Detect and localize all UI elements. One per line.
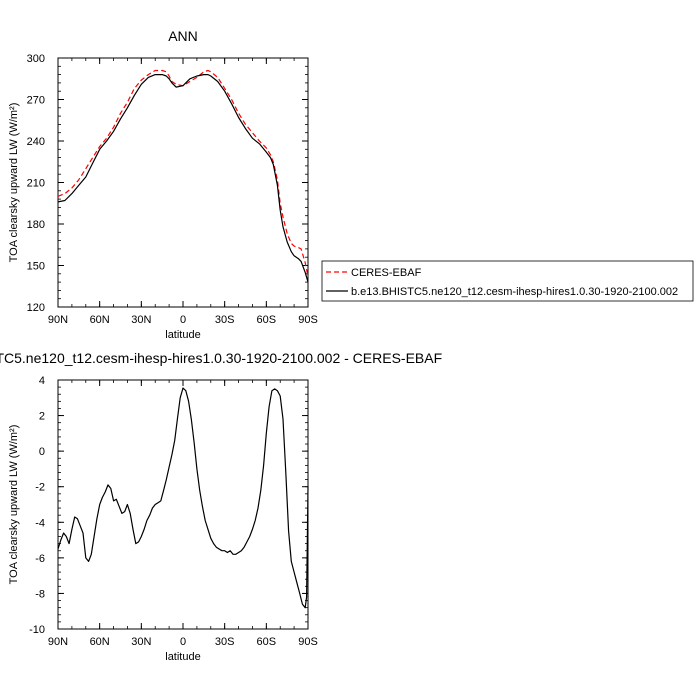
- y-tick-label: 180: [27, 219, 45, 231]
- y-tick-label: 240: [27, 136, 45, 148]
- legend-entry: b.e13.BHISTC5.ne120_t12.cesm-ihesp-hires…: [351, 286, 678, 298]
- x-tick-label: 60N: [90, 636, 110, 648]
- x-axis-title: latitude: [165, 651, 200, 663]
- x-tick-label: 60S: [257, 314, 277, 326]
- y-tick-label: 270: [27, 95, 45, 107]
- series-line-1: [57, 387, 309, 609]
- x-tick-label: 90N: [48, 636, 68, 648]
- y-axis-title: TOA clearsky upward LW (W/m²): [8, 103, 20, 263]
- plot-frame: [57, 379, 309, 630]
- chart-panel-1: 90N 60N 30N 0 30S 60S 90S 120 150 180 210 240 270 300…: [8, 28, 694, 341]
- legend-box: [321, 260, 694, 302]
- legend: CERES-EBAF b.e13.BHISTC5.ne120_t12.cesm-i…: [321, 260, 694, 302]
- x-tick-label: 0: [180, 636, 186, 648]
- x-tick-label: 30S: [215, 636, 235, 648]
- x-tick-label: 60N: [90, 314, 110, 326]
- y-tick-label: 210: [27, 178, 45, 190]
- y-tick-label: -2: [35, 482, 45, 494]
- y-tick-label: -6: [35, 553, 45, 565]
- chart-title: b.e13.BHISTC5.ne120_t12.cesm-ihesp-hires…: [0, 350, 442, 366]
- x-tick-label: 90S: [298, 314, 318, 326]
- x-tick-label: 0: [180, 314, 186, 326]
- x-tick-label: 90S: [298, 636, 318, 648]
- y-tick-label: 4: [39, 375, 45, 387]
- y-tick-label: -8: [35, 588, 45, 600]
- y-tick-label: 2: [39, 411, 45, 423]
- chart-title: ANN: [168, 28, 198, 44]
- y-tick-label: 300: [27, 53, 45, 65]
- x-tick-label: 30N: [131, 636, 151, 648]
- x-tick-label: 30N: [131, 314, 151, 326]
- y-tick-label: 0: [39, 446, 45, 458]
- series-line-2: [57, 73, 309, 283]
- x-axis-title: latitude: [165, 329, 200, 341]
- x-tick-label: 30S: [215, 314, 235, 326]
- y-axis-title: TOA clearsky upward LW (W/m²): [8, 425, 20, 585]
- chart-panel-2: 90N 60N 30N 0 30S 60S 90S -10 -8 -6 -4 -2 0 2 4 latitud…: [0, 350, 442, 663]
- x-tick-label: 60S: [257, 636, 277, 648]
- series-line-1: [57, 69, 309, 277]
- y-tick-label: -4: [35, 517, 45, 529]
- legend-entry: CERES-EBAF: [351, 267, 422, 279]
- plot-frame: [57, 57, 309, 308]
- x-tick-label: 90N: [48, 314, 68, 326]
- y-tick-label: 120: [27, 302, 45, 314]
- y-tick-label: -10: [29, 624, 45, 636]
- y-tick-label: 150: [27, 261, 45, 273]
